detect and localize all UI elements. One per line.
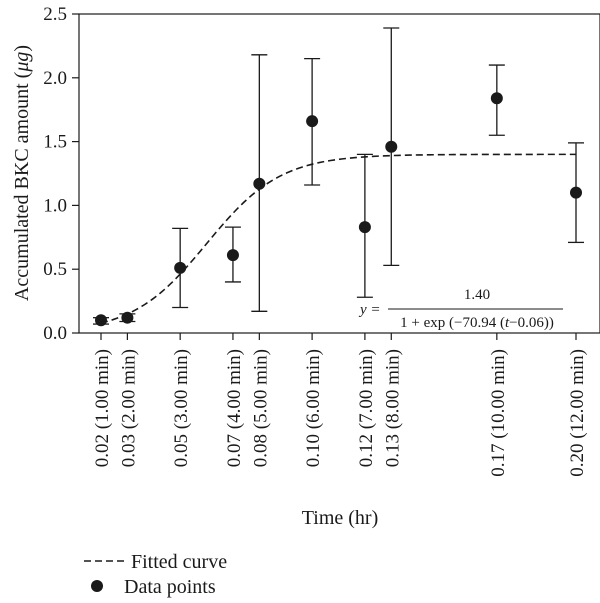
data-point <box>121 311 134 324</box>
error-bars-layer <box>93 27 584 325</box>
x-tick-label: 0.12 (7.00 min) <box>356 349 377 467</box>
x-tick-label: 0.13 (8.00 min) <box>382 349 403 467</box>
equation-denominator: 1 + exp (−70.94 (t−0.06)) <box>400 315 554 331</box>
legend-label-fitted-curve: Fitted curve <box>131 551 227 573</box>
data-point <box>253 177 266 190</box>
data-point <box>226 249 239 262</box>
x-tick-label: 0.08 (5.00 min) <box>250 349 271 467</box>
x-tick-label: 0.17 (10.00 min) <box>488 349 509 477</box>
y-tick-label: 0.0 <box>43 323 67 344</box>
x-tick-label: 0.05 (3.00 min) <box>171 349 192 467</box>
y-axis-title-close: ) <box>11 45 33 52</box>
x-tick-label: 0.03 (2.00 min) <box>118 349 139 467</box>
y-tick-label: 2.5 <box>43 4 67 25</box>
legend-circle-marker <box>91 580 103 592</box>
data-point <box>95 314 107 327</box>
legend: Fitted curve Data points <box>84 551 227 598</box>
data-point <box>306 115 319 128</box>
x-axis-ticks: 0.02 (1.00 min) 0.03 (2.00 min) 0.05 (3.00… <box>92 333 588 477</box>
fitted-curve-line <box>100 153 576 324</box>
x-tick-label: 0.10 (6.00 min) <box>303 349 324 467</box>
y-axis-ticks: 0.0 0.5 1.0 1.5 2.0 2.5 <box>43 4 79 344</box>
plot-frame <box>78 13 600 334</box>
equation-numerator: 1.40 <box>464 287 490 303</box>
data-point <box>490 92 503 105</box>
equation-annotation: y = 1.40 1 + exp (−70.94 (t−0.06)) <box>358 287 563 331</box>
y-axis-title: Accumulated BKC amount (μg) <box>11 45 33 301</box>
legend-label-data-points: Data points <box>124 576 216 598</box>
y-tick-label: 1.0 <box>43 195 67 216</box>
y-axis-title-unit: μg <box>11 52 33 73</box>
x-tick-label: 0.07 (4.00 min) <box>224 349 245 467</box>
y-axis-title-main: Accumulated BKC amount ( <box>11 71 33 301</box>
data-points-layer <box>95 92 582 327</box>
data-point <box>570 186 582 199</box>
x-tick-label: 0.02 (1.00 min) <box>92 349 113 467</box>
y-tick-label: 0.5 <box>43 259 67 280</box>
data-point <box>174 261 187 274</box>
x-axis-title: Time (hr) <box>302 507 378 529</box>
y-tick-label: 1.5 <box>43 132 67 153</box>
equation-lhs: y = <box>358 302 381 318</box>
fitted-curve-layer <box>100 153 576 324</box>
data-point <box>385 140 398 153</box>
x-tick-label: 0.20 (12.00 min) <box>567 349 588 477</box>
data-point <box>358 221 371 234</box>
y-tick-label: 2.0 <box>43 68 67 89</box>
